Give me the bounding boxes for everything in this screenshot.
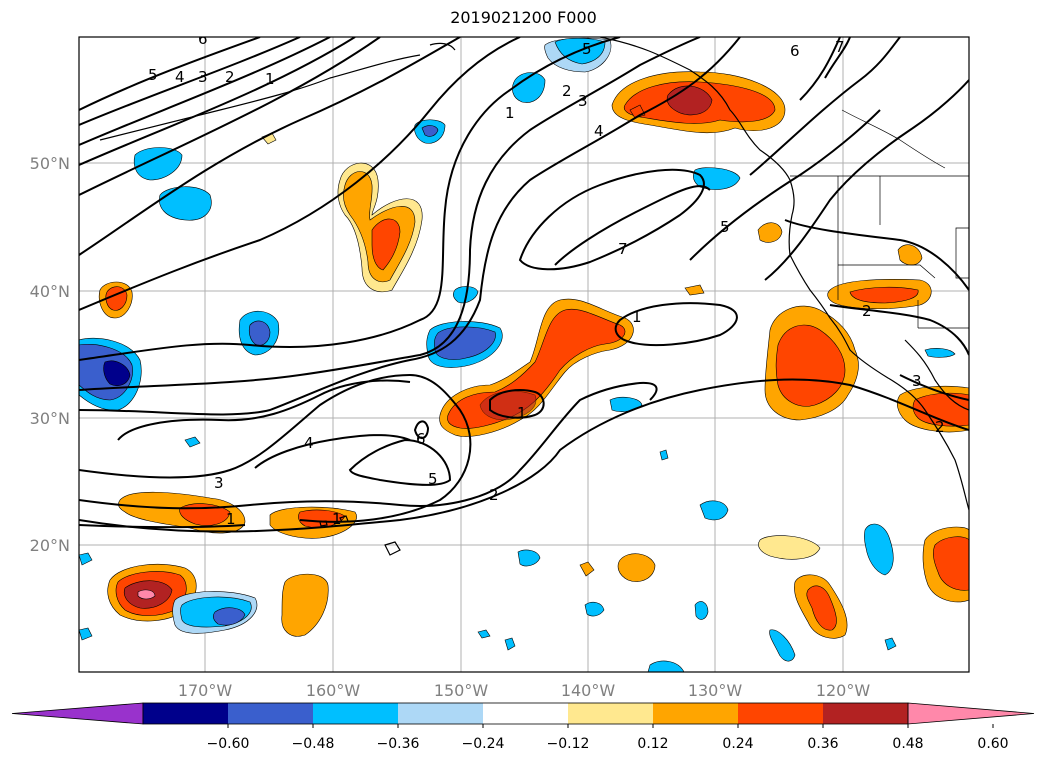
- contour-label: 7: [835, 38, 845, 56]
- colorbar-segment: [568, 703, 653, 724]
- lon-label-170w: 170°W: [178, 681, 233, 700]
- map-area: 6 5 4 3 2 1 1 2 3 4 5 6 7 7 5 6 5 4 3 1 …: [79, 30, 969, 672]
- map-frame: [78, 36, 970, 673]
- contour-label: 7: [618, 240, 628, 258]
- colorbar-tick-label: −0.48: [292, 736, 335, 752]
- colorbar-tick-label: 0.48: [892, 736, 923, 752]
- lat-label-30n: 30°N: [30, 409, 70, 428]
- map-title: 2019021200 F000: [450, 8, 597, 27]
- colorbar-segment: [143, 703, 228, 724]
- contour-label: 6: [790, 42, 800, 60]
- contour-label: 2: [489, 486, 499, 504]
- contour-label: 1: [517, 404, 527, 422]
- contours: [79, 37, 969, 533]
- colorbar-segment: [738, 703, 823, 724]
- lon-label-130w: 130°W: [688, 681, 743, 700]
- colorbar-segment: [483, 703, 568, 724]
- colorbar-tick-label: 0.60: [977, 736, 1008, 752]
- lon-label-150w: 150°W: [434, 681, 489, 700]
- lat-label-50n: 50°N: [30, 154, 70, 173]
- colorbar-segment: [398, 703, 483, 724]
- contour-labels: 6 5 4 3 2 1 1 2 3 4 5 6 7 7 5 6 5 4 3 1 …: [148, 30, 945, 528]
- borders: [790, 109, 969, 329]
- contour-label: 4: [175, 68, 185, 86]
- colorbar-frame: [142, 702, 909, 725]
- colorbar-extend-high: [907, 702, 1035, 725]
- colorbar-tick-label: −0.12: [547, 736, 590, 752]
- contour-label: 2: [225, 68, 235, 86]
- colorbar-segment: [313, 703, 398, 724]
- contour-label: 2: [862, 302, 872, 320]
- colorbar-tick-label: 0.36: [807, 736, 838, 752]
- lon-label-120w: 120°W: [816, 681, 871, 700]
- contour-label: 6: [416, 430, 426, 448]
- colorbar-segment: [653, 703, 738, 724]
- coastlines: [99, 37, 969, 556]
- contour-label: 3: [578, 92, 588, 110]
- colorbar-segment: [228, 703, 313, 724]
- contour-label: 3: [214, 474, 224, 492]
- lon-label-160w: 160°W: [306, 681, 361, 700]
- contour-label: 3: [198, 68, 208, 86]
- colorbar-tick-label: −0.36: [377, 736, 420, 752]
- lat-label-20n: 20°N: [30, 536, 70, 555]
- contour-label: 1: [632, 308, 642, 326]
- lon-label-140w: 140°W: [561, 681, 616, 700]
- lat-label-40n: 40°N: [30, 282, 70, 301]
- colorbar-tick-label: 0.24: [722, 736, 753, 752]
- contour-label: 1: [265, 70, 275, 88]
- colorbar: −0.60 −0.48 −0.36 −0.24 −0.12 0.12 0.24 0.36 0.4…: [11, 702, 1035, 752]
- contour-label: 3: [912, 372, 922, 390]
- contour-label: 2: [935, 418, 945, 436]
- colorbar-extend-low: [11, 702, 144, 725]
- colorbar-segment: [823, 703, 908, 724]
- shaded-fields: [79, 37, 969, 672]
- contour-label: 5: [720, 218, 730, 236]
- contour-label: 4: [304, 434, 314, 452]
- contour-label: 1: [332, 510, 342, 528]
- colorbar-tick-label: −0.60: [207, 736, 250, 752]
- colorbar-tick-label: −0.24: [462, 736, 505, 752]
- contour-label: 1: [226, 510, 236, 528]
- lon-labels: 170°W 160°W 150°W 140°W 130°W 120°W: [178, 681, 871, 700]
- contour-label: 2: [562, 82, 572, 100]
- contour-label: 5: [428, 470, 438, 488]
- contour-label: 5: [582, 40, 592, 58]
- lat-labels: 50°N 40°N 30°N 20°N: [30, 154, 70, 555]
- colorbar-tick-label: 0.12: [637, 736, 668, 752]
- contour-label: 6: [198, 30, 208, 48]
- contour-label: 4: [594, 122, 604, 140]
- contour-label: 1: [505, 104, 515, 122]
- contour-label: 5: [148, 66, 158, 84]
